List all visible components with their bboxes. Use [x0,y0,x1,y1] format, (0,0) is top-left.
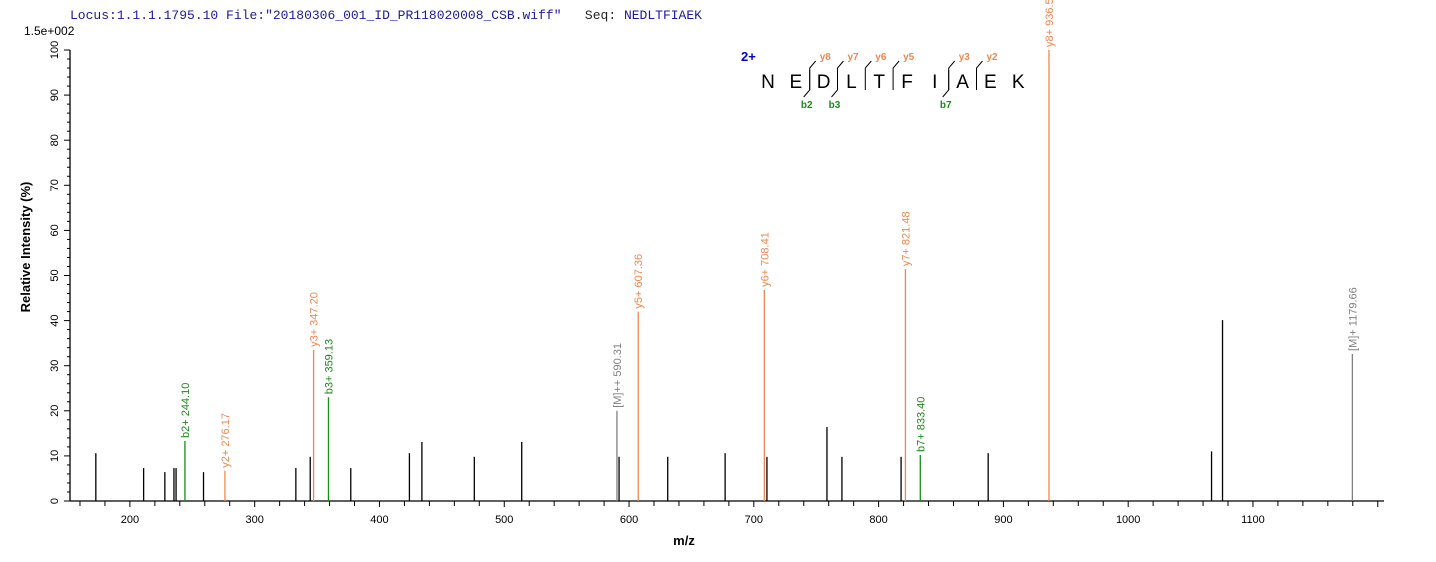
b-ion-label: b2 [801,100,813,111]
y-tick-label: 0 [49,498,61,504]
x-tick-label: 900 [994,514,1012,526]
x-tick-label: 300 [246,514,264,526]
b-ion-label: b3 [829,100,841,111]
residue: N [761,72,775,93]
peak-label: y6+ 708.41 [759,232,771,287]
y-ion-label: y8 [820,52,832,63]
peak-label: y5+ 607.36 [633,254,645,309]
y-tick-label: 100 [49,41,61,59]
residue: D [817,72,831,93]
peak-label: [M]++ 590.31 [612,343,624,408]
peak-label: y3+ 347.20 [309,292,321,347]
file-label: File: [226,8,266,23]
scale-label: 1.5e+002 [24,24,75,38]
b-ion-label: b7 [940,100,952,111]
y-cleavage-mark [864,60,872,90]
y-cleavage-mark [837,60,844,90]
y-tick-label: 20 [49,405,61,417]
residue: A [956,72,969,93]
residue: E [789,72,802,93]
peak-label: [M]+ 1179.66 [1347,287,1359,351]
y-ion-label: y7 [848,52,860,63]
y-ion-label: y3 [959,52,971,63]
x-tick-label: 400 [370,514,388,526]
x-tick-label: 700 [745,514,763,526]
y-ion-label: y6 [875,52,887,63]
x-tick-label: 200 [121,514,139,526]
x-tick-label: 500 [495,514,513,526]
residue: K [1012,72,1025,93]
peak-label: y8+ 936.51 [1044,0,1056,47]
y-tick-label: 60 [49,224,61,236]
y-tick-label: 50 [49,269,61,281]
b-cleavage-mark [831,70,838,98]
file-value: "20180306_001_ID_PR118020008_CSB.wiff" [265,8,562,23]
peak-label: b2+ 244.10 [180,383,192,438]
y-cleavage-mark [809,60,817,90]
y-ion-label: y2 [987,52,999,63]
seq-value: NEDLTFIAEK [623,8,702,23]
y-tick-label: 80 [49,134,61,146]
x-tick-label: 600 [620,514,638,526]
residue: F [901,72,913,93]
residue: T [873,72,885,93]
residue: L [846,72,857,93]
y-axis-label: Relative Intensity (%) [18,182,33,313]
x-tick-label: 800 [869,514,887,526]
peak-label: b3+ 359.13 [323,339,335,394]
b-cleavage-mark [803,70,811,98]
locus-label: Locus: [70,8,117,23]
y-tick-label: 90 [49,89,61,101]
residue: E [984,72,997,93]
y-tick-label: 30 [49,360,61,372]
seq-label: Seq: [584,8,617,23]
y-cleavage-mark [892,60,900,90]
spectrum-header: Locus:1.1.1.1795.10 File:"20180306_001_I… [70,8,702,23]
x-tick-label: 1000 [1116,514,1140,526]
y-tick-label: 70 [49,179,61,191]
b-cleavage-mark [942,70,950,98]
peak-label: y2+ 276.17 [220,413,232,468]
y-cleavage-mark [976,60,983,90]
y-tick-label: 40 [49,314,61,326]
y-ion-label: y5 [903,52,915,63]
x-tick-label: 1100 [1241,514,1265,526]
residue: I [932,72,937,93]
y-cleavage-mark [948,60,956,90]
peak-label: b7+ 833.40 [915,397,927,452]
locus-value: 1.1.1.1795.10 [116,8,219,23]
x-axis-label: m/z [673,533,695,548]
axes: 200 300 400 500 600 700 800 900 1000 1100 0 10 20 30 4… [49,41,1384,526]
y-tick-label: 10 [49,450,61,462]
peak-label: y7+ 821.48 [900,211,912,266]
charge-state: 2+ [741,49,756,64]
